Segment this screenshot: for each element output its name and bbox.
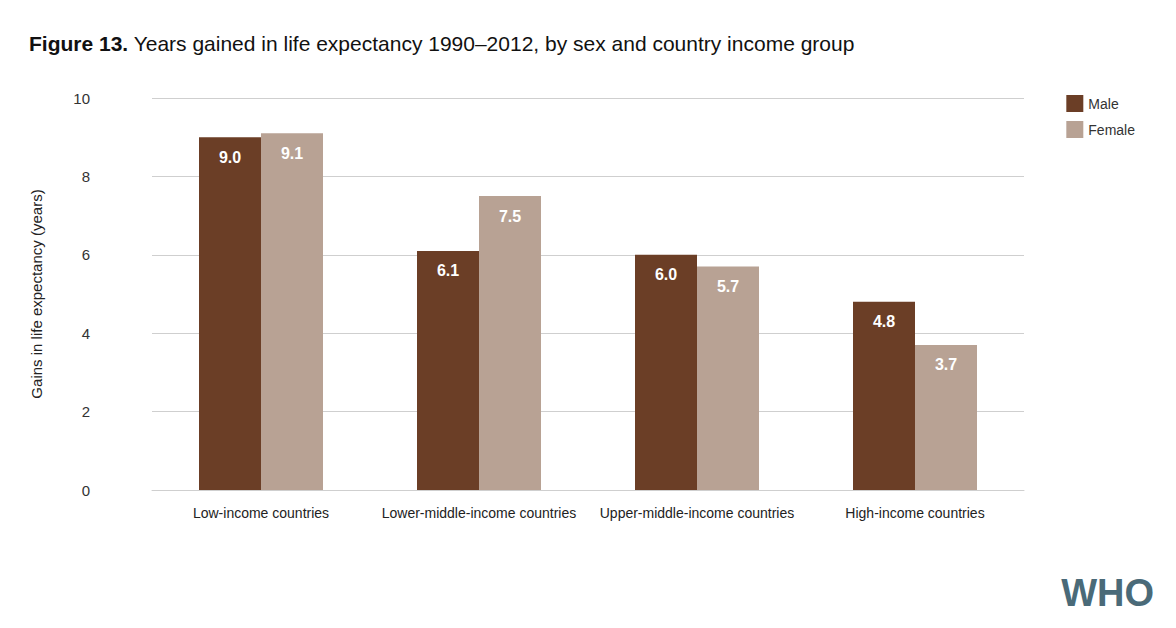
svg-text:Lower-middle-income countries: Lower-middle-income countries <box>382 505 577 521</box>
svg-text:0: 0 <box>82 482 90 499</box>
svg-text:9.0: 9.0 <box>219 149 241 166</box>
svg-text:9.1: 9.1 <box>281 145 303 162</box>
svg-text:4.8: 4.8 <box>873 313 895 330</box>
svg-text:Figure 13.: Figure 13. <box>29 32 128 55</box>
svg-text:Upper-middle-income countries: Upper-middle-income countries <box>600 505 795 521</box>
svg-text:6.0: 6.0 <box>655 266 677 283</box>
svg-text:6: 6 <box>82 246 90 263</box>
svg-text:Female: Female <box>1088 122 1135 138</box>
svg-text:6.1: 6.1 <box>437 262 459 279</box>
svg-text:Gains in life expectancy (year: Gains in life expectancy (years) <box>28 189 45 398</box>
svg-text:High-income countries: High-income countries <box>845 505 984 521</box>
svg-text:Years gained in life expectanc: Years gained in life expectancy 1990–201… <box>128 32 854 55</box>
svg-text:4: 4 <box>82 325 90 342</box>
svg-text:3.7: 3.7 <box>935 356 957 373</box>
svg-text:2: 2 <box>82 403 90 420</box>
svg-text:Low-income countries: Low-income countries <box>193 505 329 521</box>
svg-text:8: 8 <box>82 168 90 185</box>
svg-text:10: 10 <box>73 90 90 107</box>
svg-text:WHO: WHO <box>1061 572 1154 614</box>
svg-text:7.5: 7.5 <box>499 208 521 225</box>
svg-text:5.7: 5.7 <box>717 278 739 295</box>
svg-text:Male: Male <box>1088 96 1119 112</box>
